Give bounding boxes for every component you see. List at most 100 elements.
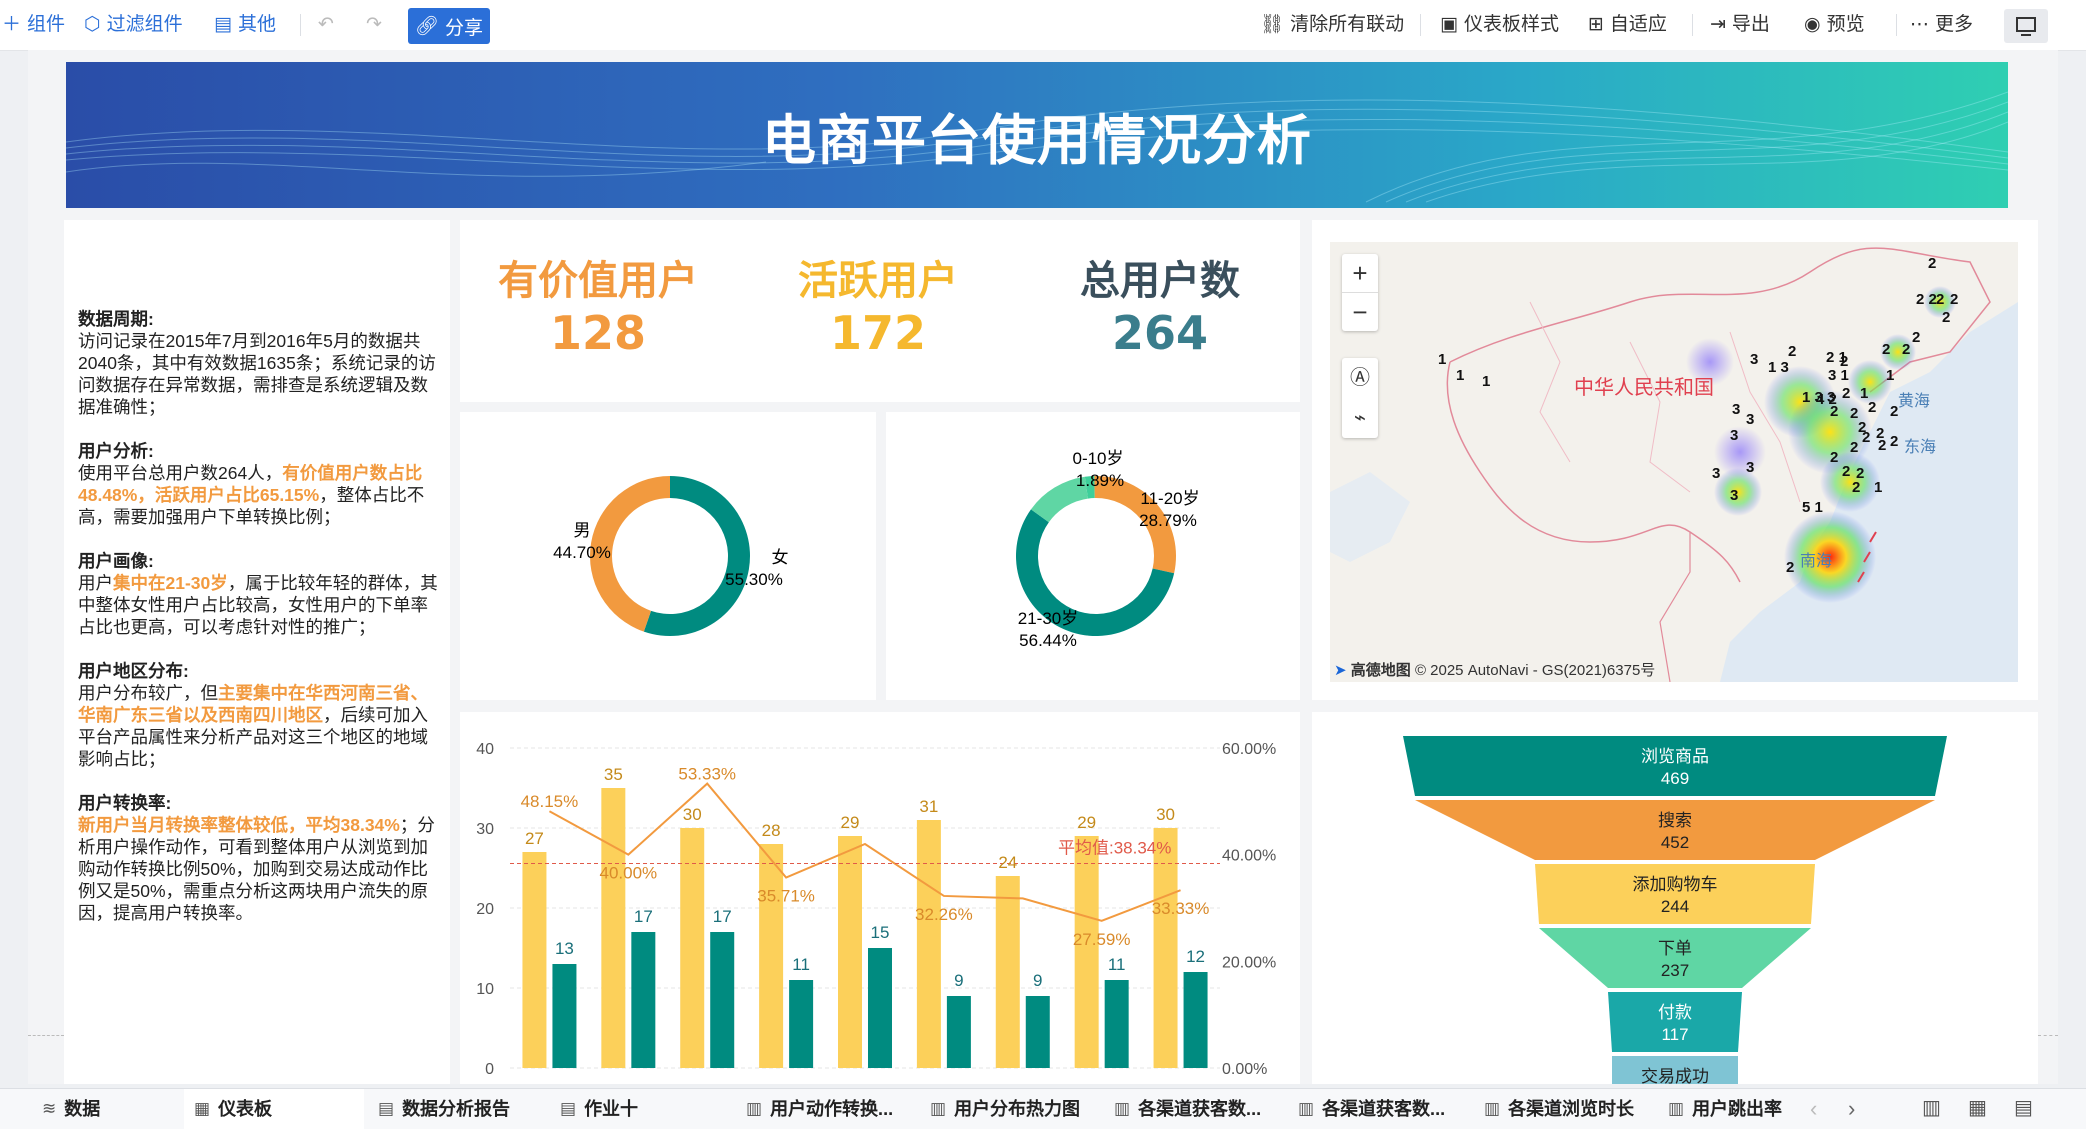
action-funnel-card[interactable]: 浏览商品 469 搜索 452 添加购物车 244 下单 237 付款 117 交易成功 [1312,712,2038,1116]
country-label: 中华人民共和国 [1574,376,1714,399]
age-slice-0[interactable] [1084,476,1095,499]
dashboard-style-button[interactable]: ▣ 仪表板样式 [1440,10,1559,40]
compass-icon[interactable]: Ⓐ [1350,367,1370,389]
adaptive-button[interactable]: ⊞ 自适应 [1588,10,1667,40]
age-slice-1[interactable] [1094,476,1176,574]
kpi-card[interactable]: 有价值用户 128 活跃用户 172 总用户数 264 [460,220,1300,402]
zoom-in-button[interactable]: + [1342,254,1378,293]
bar-label-series-1: 29 [1077,813,1096,832]
svg-text:1: 1 [1456,367,1464,384]
tab-report[interactable]: ▤ 数据分析报告 [368,1089,544,1129]
funnel-stage[interactable] [1535,864,1815,924]
tab-channel-browse-time[interactable]: ▥ 各渠道浏览时长 [1474,1089,1654,1129]
bar-series-1[interactable] [995,876,1020,1068]
bar-series-1[interactable] [1153,828,1178,1068]
tab-channel-acquisition-2[interactable]: ▥ 各渠道获客数... [1288,1089,1468,1129]
export-button[interactable]: ⇥ 导出 [1710,10,1770,40]
redo-button[interactable]: ↷ [366,10,382,40]
tab-user-action[interactable]: ▥ 用户动作转换... [736,1089,916,1129]
heat-blob [1924,286,1956,318]
other-button[interactable]: ▤ 其他 [214,10,276,40]
tab-scroll-left[interactable]: ‹ [1810,1096,1818,1121]
tab-channel-acquisition-1[interactable]: ▥ 各渠道获客数... [1104,1089,1284,1129]
bar-series-2[interactable] [946,996,971,1068]
bar-series-1[interactable] [522,852,547,1068]
y-left-tick: 0 [485,1061,494,1078]
add-dashboard-icon[interactable]: ▦ [1968,1097,1987,1119]
bar-series-1[interactable] [759,844,784,1068]
svg-text:3: 3 [1732,401,1740,418]
report-icon: ▤ [378,1099,395,1118]
gender-slice-0[interactable] [643,476,750,636]
dashboard-icon: ▦ [194,1099,211,1118]
heat-blob [1848,360,1892,404]
monitor-view-button[interactable] [2004,9,2048,43]
gender-donut-card[interactable]: 女 55.30% 男 44.70% [460,412,876,700]
svg-text:2: 2 [1928,255,1936,272]
bar-series-1[interactable] [916,820,941,1068]
bar-series-2[interactable] [631,932,656,1068]
clear-links-button[interactable]: ⛓ 清除所有联动 [1260,10,1404,40]
preview-button[interactable]: ◉ 预览 [1804,10,1865,40]
bar-label-series-2: 15 [871,923,890,942]
funnel-stage[interactable] [1415,800,1935,860]
age-slice-2[interactable] [1016,509,1175,637]
bar-label-series-1: 30 [1156,805,1175,824]
tab-user-heatmap[interactable]: ▥ 用户分布热力图 [920,1089,1100,1129]
tab-dashboard[interactable]: ▦ 仪表板 [184,1089,364,1129]
more-button[interactable]: ⋯ 更多 [1910,10,1973,40]
svg-text:2: 2 [1842,463,1850,480]
bar-series-2[interactable] [868,948,892,1068]
slice-label-male: 男 [574,521,591,540]
funnel-stage[interactable] [1539,928,1811,988]
map-lake [1330,472,1410,562]
bar-series-2[interactable] [1025,996,1050,1068]
gender-slice-1[interactable] [590,476,670,632]
tab-bounce-rate[interactable]: ▥ 用户跳出率 [1658,1089,1786,1129]
add-chart-icon[interactable]: ▥ [1922,1097,1941,1119]
bar-label-series-1: 30 [683,805,702,824]
add-report-icon[interactable]: ▤ [2014,1097,2033,1119]
conversion-text: ；分析用户操作动作，可看到整体用户从浏览到加购动作转换比例50%，加购到交易达成… [78,815,435,923]
funnel-stage[interactable] [1608,992,1742,1052]
component-button[interactable]: ＋ 组件 [2,10,65,40]
region-text-2: ，后续可加入平台产品属性来分析产品对这三个地区的地域影响占比； [78,705,428,769]
bar-series-2[interactable] [1183,972,1208,1068]
bar-chart-icon: ▥ [930,1099,947,1118]
country-border [1659,532,1691,682]
share-button[interactable]: 🔗︎ 分享 [408,8,490,44]
period-text: 访问记录在2015年7月到2016年5月的数据共2040条，其中有效数据1635… [78,331,436,417]
tab-task[interactable]: ▤ 作业十 [550,1089,726,1129]
bar-series-2[interactable] [789,980,814,1068]
undo-button[interactable]: ↶ [318,10,334,40]
bar-series-1[interactable] [838,836,862,1068]
bar-series-2[interactable] [552,964,577,1068]
country-border [1449,247,1991,393]
tab-data[interactable]: ≋ 数据 [32,1089,182,1129]
bar-series-2[interactable] [1104,980,1129,1068]
redo-icon: ↷ [366,14,382,35]
bar-series-1[interactable] [601,788,626,1068]
zoom-out-button[interactable]: − [1352,297,1368,327]
slice-label-female: 女 [772,548,789,567]
dashboard-title: 电商平台使用情况分析 [762,108,1312,172]
bar-series-1[interactable] [1074,836,1099,1068]
tab-scroll-right[interactable]: › [1848,1096,1856,1121]
bar-series-1[interactable] [680,828,705,1068]
analysis-text-card[interactable]: 数据周期: 访问记录在2015年7月到2016年5月的数据共2040条，其中有效… [64,220,450,1084]
funnel-stage-label: 浏览商品 [1641,747,1709,766]
age-donut-card[interactable]: 0-10岁 1.89% 11-20岁 28.79% 21-30岁 56.44% [886,412,1300,700]
cube-icon: ⬡ [84,14,101,35]
age-slice-3[interactable] [1030,476,1088,523]
svg-text:2: 2 [1882,341,1890,358]
funnel-stage[interactable] [1403,736,1947,796]
mouse-icon[interactable]: ⌁ [1353,407,1367,429]
y-right-tick: 0.00% [1222,1061,1267,1078]
conversion-combo-card[interactable]: 0 10 20 30 40 0.00% 20.00% 40.00% 60.00% 27 13 35 1… [460,712,1300,1084]
filter-component-button[interactable]: ⬡ 过滤组件 [84,10,183,40]
bar-series-2[interactable] [710,932,735,1068]
rate-line[interactable] [548,782,1181,922]
svg-text:4 2: 4 2 [1816,391,1837,408]
